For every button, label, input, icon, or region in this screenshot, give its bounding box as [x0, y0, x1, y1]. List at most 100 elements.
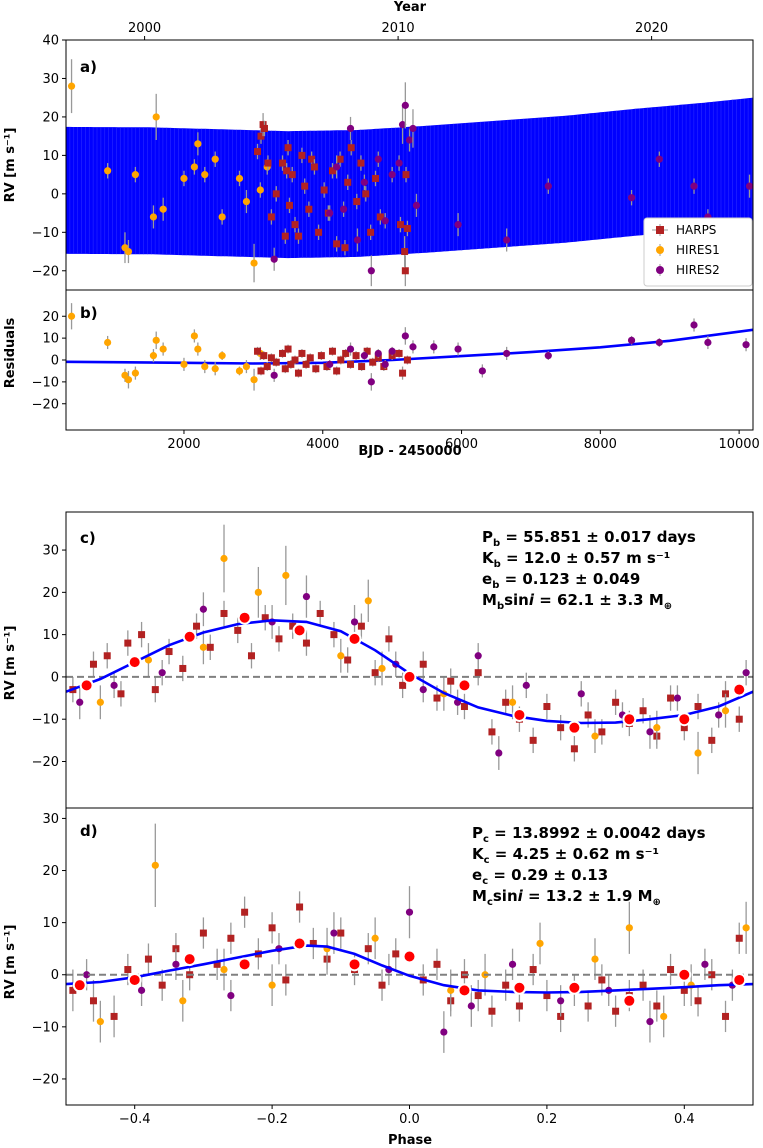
b-plot-area: [66, 303, 753, 391]
a-harps-point: [333, 240, 341, 248]
b-ytick-label: 10: [42, 332, 59, 347]
panel-a-label: a): [80, 58, 97, 76]
a-harps-point: [401, 248, 409, 256]
a-hires2-point: [655, 155, 663, 163]
d-annotation-symbol: K: [472, 845, 485, 863]
b-hires1-point: [180, 360, 188, 368]
a-ytick-label: 40: [42, 34, 59, 49]
c-ytick-label: 20: [42, 586, 59, 601]
panel-c-ylabel: RV [m s⁻¹]: [3, 626, 18, 701]
c-harps-point: [234, 626, 242, 634]
b-harps-point: [369, 358, 377, 366]
c-harps-point: [460, 703, 468, 711]
d-hires1-point: [371, 934, 379, 942]
d-annotation-text: = 4.25 ± 0.62 m s⁻¹: [490, 845, 660, 863]
c-binned-point: [182, 629, 197, 644]
c-ytick-label: 10: [42, 628, 59, 643]
b-harps-point: [291, 356, 299, 364]
d-harps-point: [110, 1012, 118, 1020]
a-hires2-point: [544, 182, 552, 190]
a-hires1-point: [159, 205, 167, 213]
a-hires2-point: [412, 201, 421, 209]
c-harps-point: [179, 664, 187, 672]
d-harps-point: [241, 908, 249, 916]
b-harps-point: [342, 349, 350, 357]
c-annotation: Mbsini = 62.1 ± 3.3 M⊕: [482, 591, 672, 612]
legend-harps-marker: [656, 226, 664, 234]
b-hires2-point: [627, 336, 636, 344]
a-harps-point: [288, 171, 296, 179]
d-hires1-point: [179, 997, 187, 1005]
a-harps-point: [396, 221, 404, 229]
c-hires1-point: [199, 643, 207, 651]
d-harps-point: [612, 1007, 620, 1015]
b-xtick-label: 2000: [167, 437, 200, 452]
b-harps-point: [317, 352, 325, 360]
b-hires1-point: [152, 336, 160, 344]
a-harps-point: [403, 224, 411, 232]
d-binned-point: [347, 957, 362, 972]
b-hires2-point: [742, 341, 750, 349]
b-harps-point: [267, 354, 275, 362]
d-annotation-symbol: M: [472, 887, 487, 905]
d-harps-point: [598, 976, 606, 984]
b-harps-point: [312, 365, 320, 373]
a-hires2-point: [405, 136, 414, 144]
d-harps-point: [124, 966, 132, 974]
b-xtick-label: 6000: [445, 437, 478, 452]
a-ytick-label: −10: [32, 226, 59, 241]
d-binned-point: [677, 967, 692, 982]
c-harps-point: [371, 669, 379, 677]
d-harps-point: [364, 945, 372, 953]
d-hires2-point: [405, 908, 414, 916]
b-hires2-point: [367, 378, 375, 386]
d-hires2-point: [172, 960, 180, 968]
legend-hires1-marker: [656, 246, 664, 254]
d-ytick-label: 0: [51, 968, 59, 983]
a-hires1-point: [201, 171, 209, 179]
c-hires1-point: [220, 554, 228, 563]
c-hires2-point: [577, 690, 585, 698]
a-hires1-point: [124, 247, 133, 256]
d-harps-point: [515, 1002, 523, 1010]
c-binned-point: [237, 610, 252, 625]
a-hires2-point: [353, 236, 362, 244]
d-harps-point: [282, 976, 290, 984]
a-hires2-point: [388, 171, 396, 179]
d-binned-point: [512, 980, 527, 995]
a-harps-point: [267, 213, 275, 221]
c-hires2-point: [158, 669, 166, 677]
d-hires1-point: [447, 986, 455, 994]
a-harps-point: [291, 221, 299, 229]
a-harps-point: [305, 205, 313, 213]
c-hires1-point: [653, 724, 661, 732]
a-hires2-point: [346, 124, 355, 133]
b-xtick-label: 8000: [584, 437, 617, 452]
a-hires1-point: [235, 174, 244, 183]
a-hires2-point: [326, 209, 334, 217]
d-hires1-point: [660, 1012, 668, 1021]
c-harps-point: [165, 648, 173, 656]
a-harps-point: [294, 232, 302, 240]
d-binned-point: [237, 957, 252, 972]
b-hires2-point: [401, 332, 409, 340]
c-ytick-label: 30: [42, 544, 59, 559]
d-harps-point: [392, 950, 400, 958]
d-harps-point: [89, 997, 97, 1005]
b-harps-point: [347, 360, 355, 368]
a-hires1-point: [250, 259, 258, 267]
b-harps-point: [399, 369, 407, 377]
panel-b-label: b): [80, 304, 98, 322]
a-hires1-point: [180, 174, 188, 183]
d-hires2-point: [646, 1018, 654, 1026]
c-hires1-point: [96, 698, 104, 706]
c-harps-point: [570, 745, 578, 753]
c-binned-point: [127, 655, 142, 670]
c-hires2-point: [110, 681, 118, 689]
c-harps-point: [529, 736, 537, 744]
b-harps-point: [294, 369, 302, 377]
d-annotation-subscript: c: [483, 834, 489, 845]
c-harps-point: [557, 724, 565, 732]
d-ytick-label: 10: [42, 916, 59, 931]
